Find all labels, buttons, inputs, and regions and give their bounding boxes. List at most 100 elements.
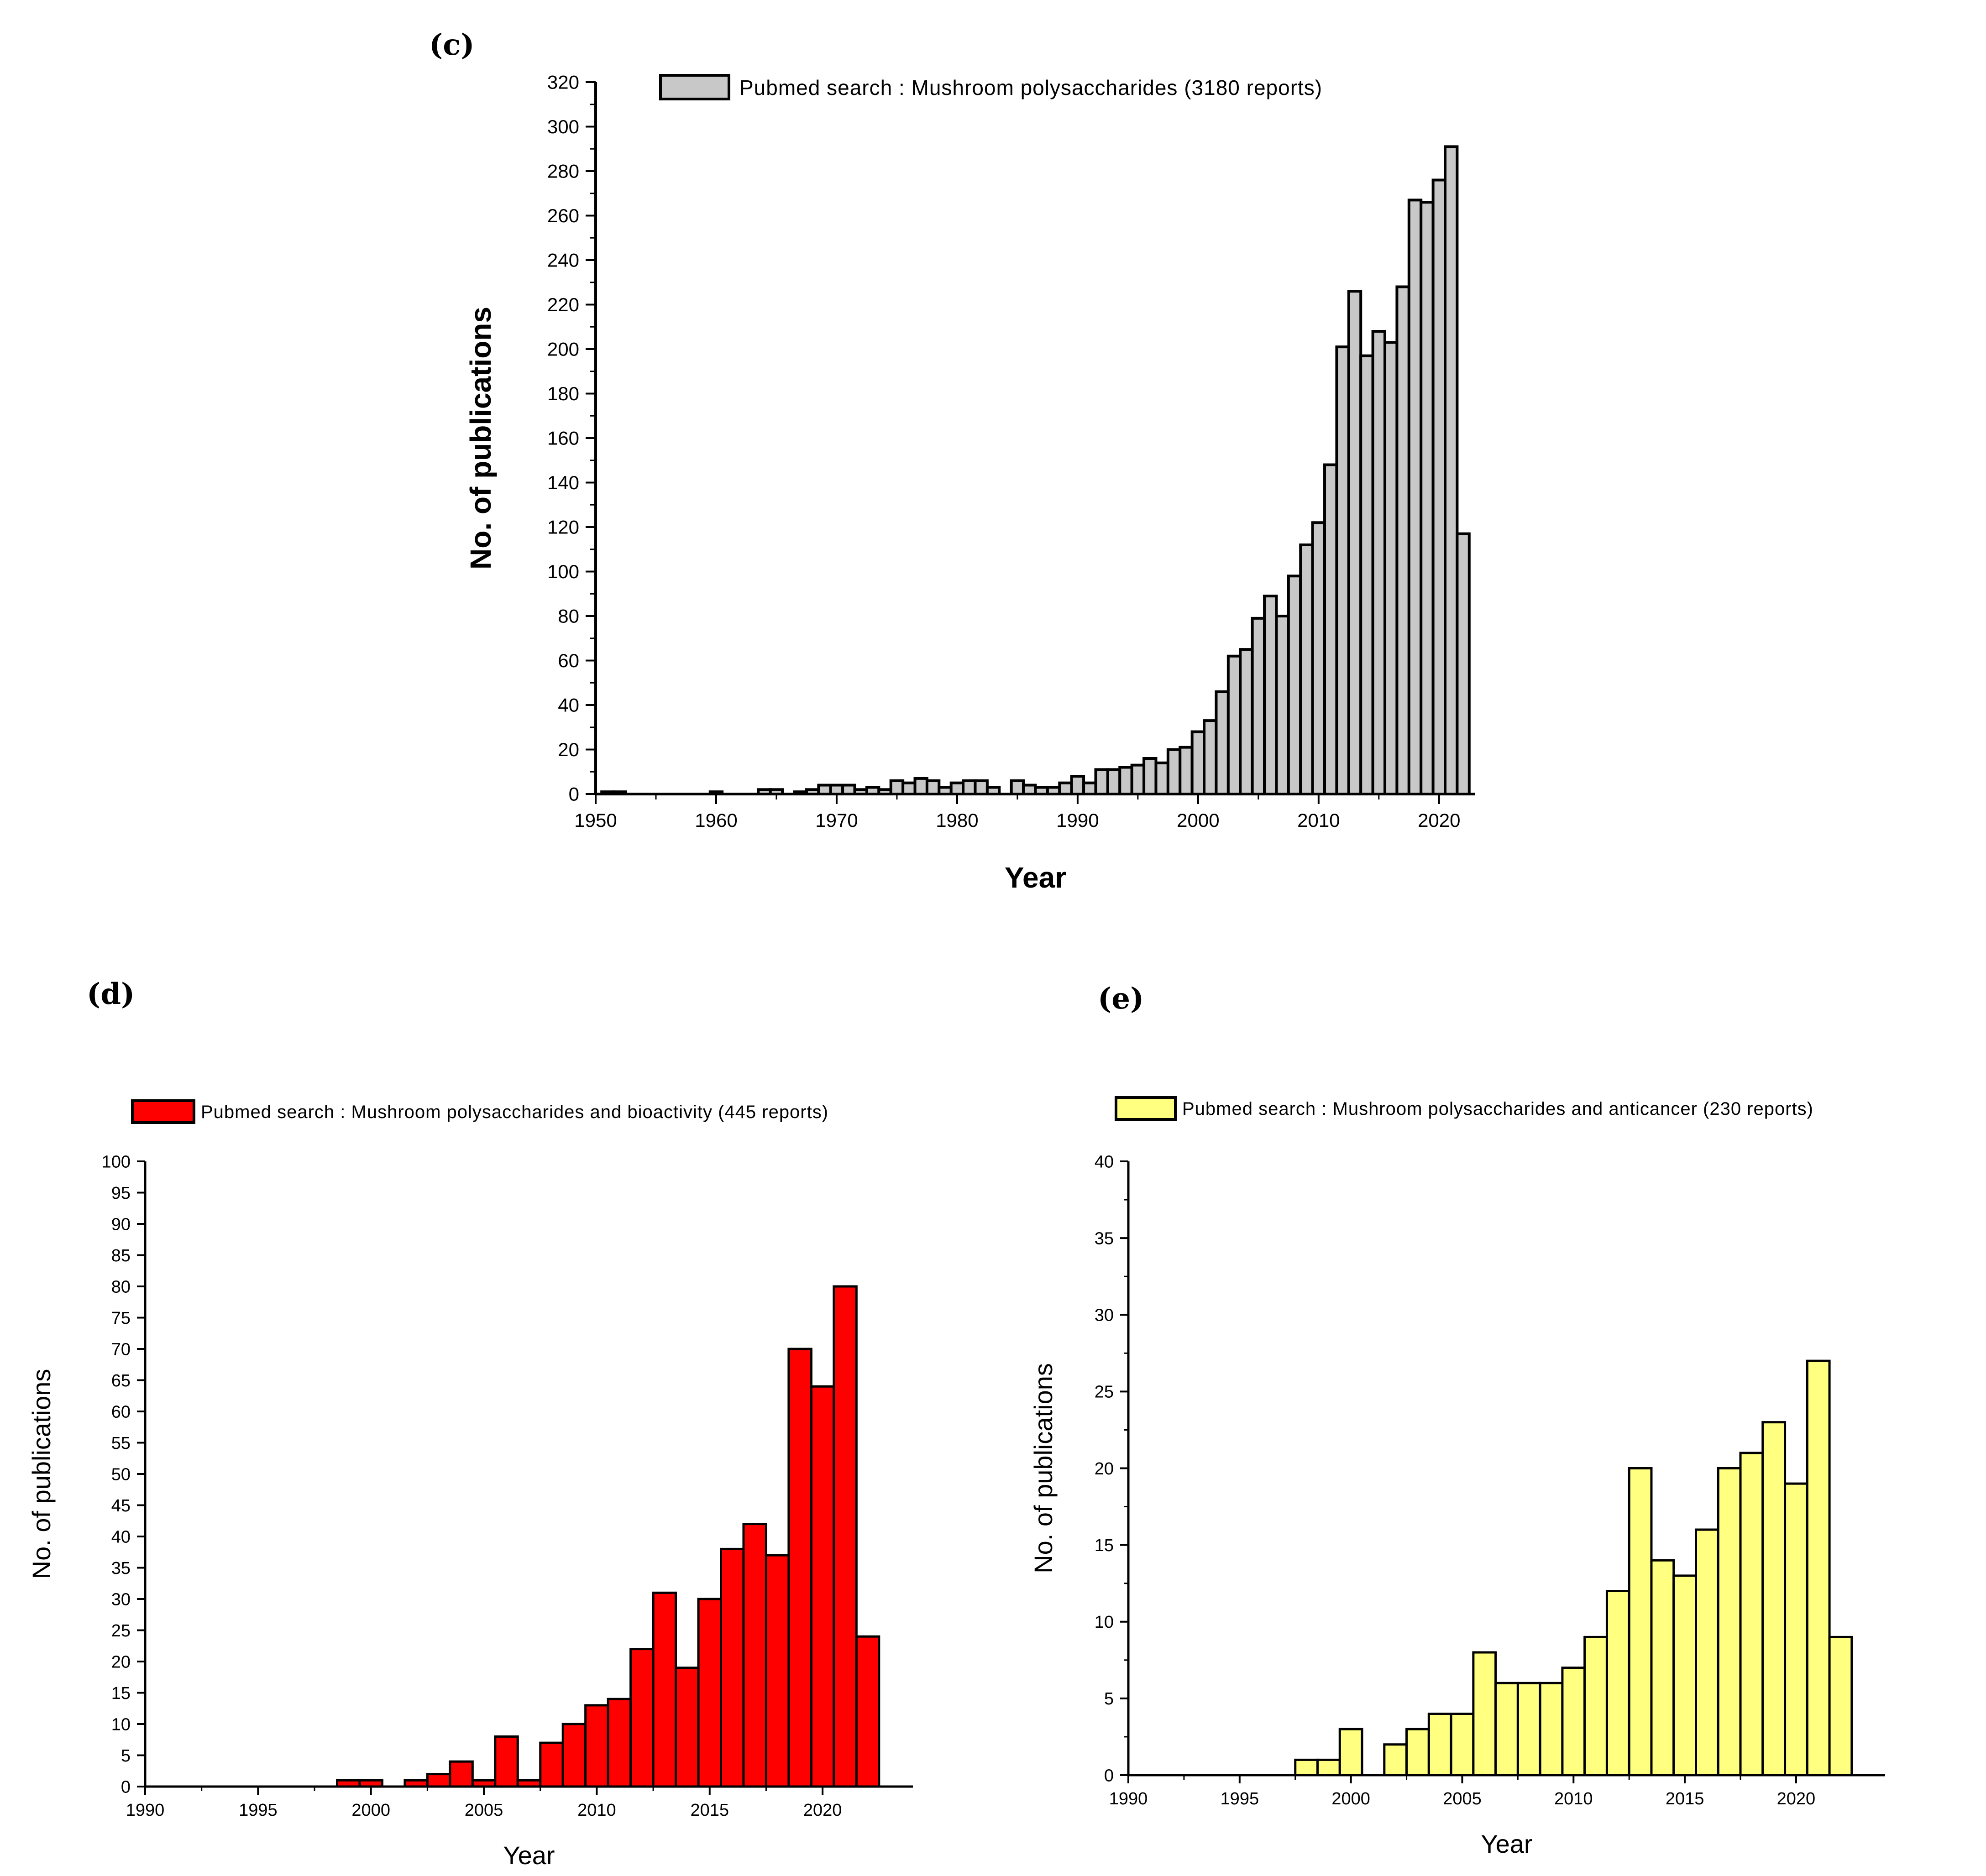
- bar-2011: [607, 1698, 632, 1788]
- bar-2009: [1299, 543, 1314, 795]
- y-tick-label: 30: [111, 1590, 131, 1609]
- legend-label: Pubmed search : Mushroom polysaccharides…: [1182, 1099, 1813, 1119]
- x-tick-label: 2020: [1418, 810, 1460, 831]
- bar-2009: [1539, 1682, 1564, 1777]
- bar-2002: [1383, 1743, 1408, 1777]
- y-tick-label: 85: [111, 1246, 131, 1265]
- y-tick-label: 20: [111, 1652, 131, 1672]
- bar-2011: [1583, 1636, 1608, 1777]
- bar-2007: [1494, 1682, 1519, 1777]
- bar-2016: [1695, 1528, 1719, 1777]
- bar-1985: [1010, 779, 1025, 795]
- y-tick-label: 30: [1095, 1306, 1114, 1325]
- chart-panel-0: 0 20 40 60 80 100 120 140 160 180 200 220 240 260 280 3…: [464, 72, 1475, 894]
- bar-2022: [1828, 1636, 1853, 1777]
- bar-2003: [1405, 1728, 1430, 1777]
- legend-swatch: [1115, 1096, 1177, 1121]
- y-tick-label: 120: [547, 517, 579, 538]
- bar-2022: [855, 1635, 880, 1788]
- x-tick-label: 1980: [936, 810, 978, 831]
- y-tick-label: 15: [1095, 1536, 1114, 1555]
- y-axis-title: No. of publications: [464, 307, 497, 570]
- legend-label: Pubmed search : Mushroom polysaccharides…: [739, 76, 1322, 99]
- x-tick-label: 2005: [1443, 1789, 1482, 1808]
- bar-2020: [1431, 178, 1447, 795]
- x-tick-label: 1990: [126, 1801, 165, 1820]
- bar-1993: [1106, 768, 1121, 795]
- bar-2004: [1239, 648, 1254, 795]
- x-axis-title: Year: [1481, 1829, 1532, 1858]
- bar-2019: [1761, 1421, 1787, 1777]
- bar-2005: [1251, 617, 1266, 795]
- bar-2021: [1444, 145, 1459, 795]
- x-tick-label: 1960: [695, 810, 737, 831]
- y-tick-label: 80: [558, 606, 579, 627]
- y-axis-title: No. of publications: [1029, 1363, 1058, 1573]
- bar-1992: [1094, 768, 1109, 795]
- bar-2005: [1450, 1713, 1475, 1777]
- bar-1981: [962, 779, 977, 795]
- panel-label-d: (d): [87, 977, 135, 1011]
- bar-2006: [1263, 595, 1278, 795]
- bar-1996: [1142, 757, 1158, 795]
- bar-1978: [925, 779, 941, 795]
- y-tick-label: 10: [1095, 1613, 1114, 1632]
- bar-2015: [1371, 330, 1387, 795]
- y-tick-label: 100: [102, 1152, 131, 1171]
- bar-2013: [652, 1591, 677, 1788]
- y-tick-label: 40: [1095, 1152, 1114, 1171]
- y-tick-label: 35: [1095, 1229, 1114, 1248]
- bar-2010: [1311, 521, 1326, 795]
- bar-2000: [1338, 1728, 1363, 1777]
- y-tick-label: 10: [111, 1715, 131, 1734]
- x-tick-label: 2000: [351, 1801, 390, 1820]
- y-tick-label: 95: [111, 1184, 131, 1203]
- y-tick-label: 75: [111, 1309, 131, 1328]
- y-tick-label: 55: [111, 1434, 131, 1453]
- y-tick-label: 25: [111, 1621, 131, 1641]
- x-tick-label: 2020: [1777, 1789, 1816, 1808]
- y-tick-label: 320: [547, 72, 579, 93]
- bar-1982: [974, 779, 989, 795]
- y-tick-label: 5: [1104, 1689, 1114, 1709]
- legend-label: Pubmed search : Mushroom polysaccharides…: [201, 1102, 828, 1122]
- bar-2012: [1605, 1590, 1630, 1777]
- y-tick-label: 260: [547, 205, 579, 226]
- chart-panel-1: 0 5 10 15 20 25 30 35 40 45 50 55 60 65 70 75 80 85 90 95 10…: [27, 1099, 913, 1870]
- bar-2004: [1427, 1713, 1452, 1777]
- x-tick-label: 1950: [574, 810, 617, 831]
- bar-2022: [1456, 532, 1471, 795]
- y-tick-label: 180: [547, 383, 579, 404]
- legend-swatch: [659, 74, 730, 100]
- bar-1991: [1082, 781, 1097, 795]
- y-tick-label: 90: [111, 1215, 131, 1234]
- y-tick-label: 100: [547, 561, 579, 582]
- chart-panel-2: 0 5 10 15 20 25 30 35 40 1990 1995 2000 2005 2010 2015…: [1029, 1096, 1885, 1858]
- bar-2012: [629, 1648, 655, 1788]
- y-tick-label: 40: [111, 1527, 131, 1547]
- x-tick-label: 2005: [465, 1801, 503, 1820]
- y-tick-label: 160: [547, 428, 579, 449]
- bar-1995: [1130, 763, 1146, 795]
- y-tick-label: 45: [111, 1496, 131, 1515]
- y-tick-label: 60: [111, 1402, 131, 1421]
- bar-2017: [1717, 1467, 1742, 1777]
- bar-2008: [1516, 1682, 1541, 1777]
- x-tick-label: 1990: [1109, 1789, 1148, 1808]
- bar-2017: [742, 1523, 767, 1788]
- bar-2018: [765, 1554, 790, 1788]
- bar-1998: [1294, 1758, 1319, 1777]
- bar-2006: [494, 1735, 519, 1788]
- bar-2021: [833, 1285, 858, 1788]
- x-tick-label: 2015: [690, 1801, 729, 1820]
- bar-2008: [1287, 575, 1302, 795]
- y-tick-label: 140: [547, 472, 579, 493]
- bar-2015: [697, 1598, 723, 1788]
- bar-2019: [787, 1348, 812, 1788]
- y-tick-label: 200: [547, 339, 579, 360]
- y-tick-label: 65: [111, 1371, 131, 1390]
- y-tick-label: 5: [121, 1746, 131, 1766]
- panel-label-c: (c): [429, 28, 475, 62]
- y-tick-label: 0: [569, 784, 579, 805]
